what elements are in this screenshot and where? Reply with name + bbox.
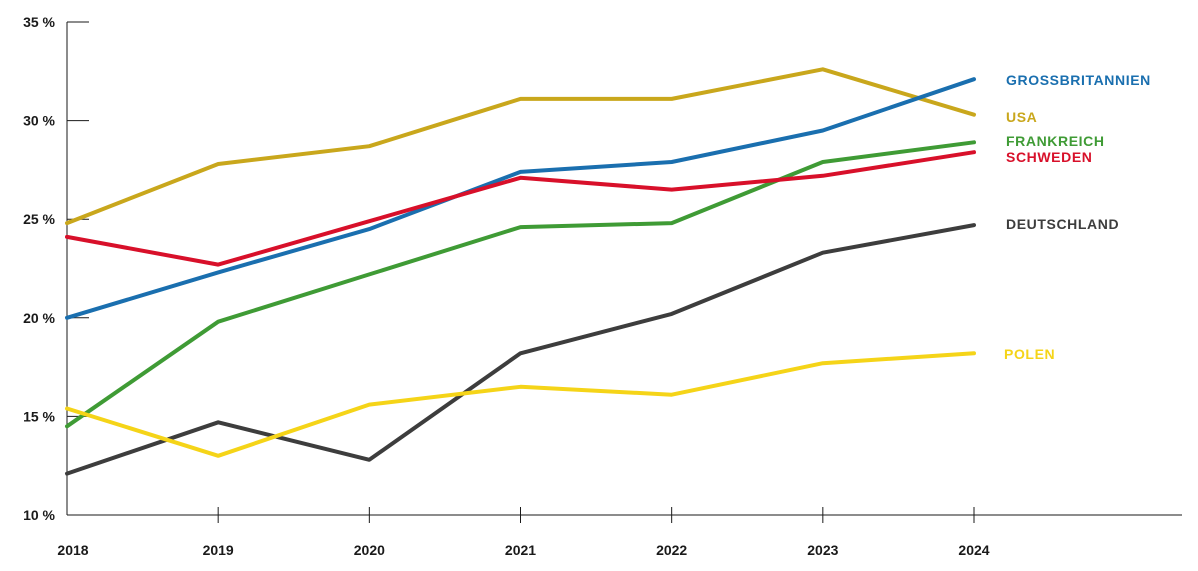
y-tick-label: 10 %	[23, 507, 55, 523]
x-tick-label: 2019	[203, 542, 234, 558]
x-tick-label: 2020	[354, 542, 385, 558]
y-tick-label: 35 %	[23, 14, 55, 30]
series-label-grossbritannien: GROSSBRITANNIEN	[1006, 72, 1151, 88]
series-line-deutschland	[65, 223, 976, 476]
x-tick-label: 2023	[807, 542, 838, 558]
y-tick-label: 20 %	[23, 310, 55, 326]
chart-axes: 10 % 15 % 20 % 25 % 30 % 35 % 2018 2019 2020 2021…	[23, 14, 1182, 558]
series-line-polen	[65, 351, 976, 458]
x-tick-label: 2024	[958, 542, 989, 558]
chart-series-lines	[65, 67, 976, 476]
series-label-frankreich: FRANKREICH	[1006, 133, 1105, 149]
series-line-frankreich	[65, 140, 976, 429]
series-line-usa	[65, 67, 976, 226]
y-tick-label: 30 %	[23, 113, 55, 129]
series-line-schweden	[65, 150, 976, 267]
y-tick-label: 15 %	[23, 408, 55, 424]
series-label-polen: POLEN	[1004, 346, 1055, 362]
series-line-grossbritannien	[65, 77, 976, 320]
x-tick-label: 2018	[57, 542, 88, 558]
y-tick-label: 25 %	[23, 211, 55, 227]
series-label-deutschland: DEUTSCHLAND	[1006, 216, 1119, 232]
series-label-schweden: SCHWEDEN	[1006, 149, 1092, 165]
x-tick-label: 2022	[656, 542, 687, 558]
x-tick-label: 2021	[505, 542, 536, 558]
series-label-usa: USA	[1006, 109, 1037, 125]
